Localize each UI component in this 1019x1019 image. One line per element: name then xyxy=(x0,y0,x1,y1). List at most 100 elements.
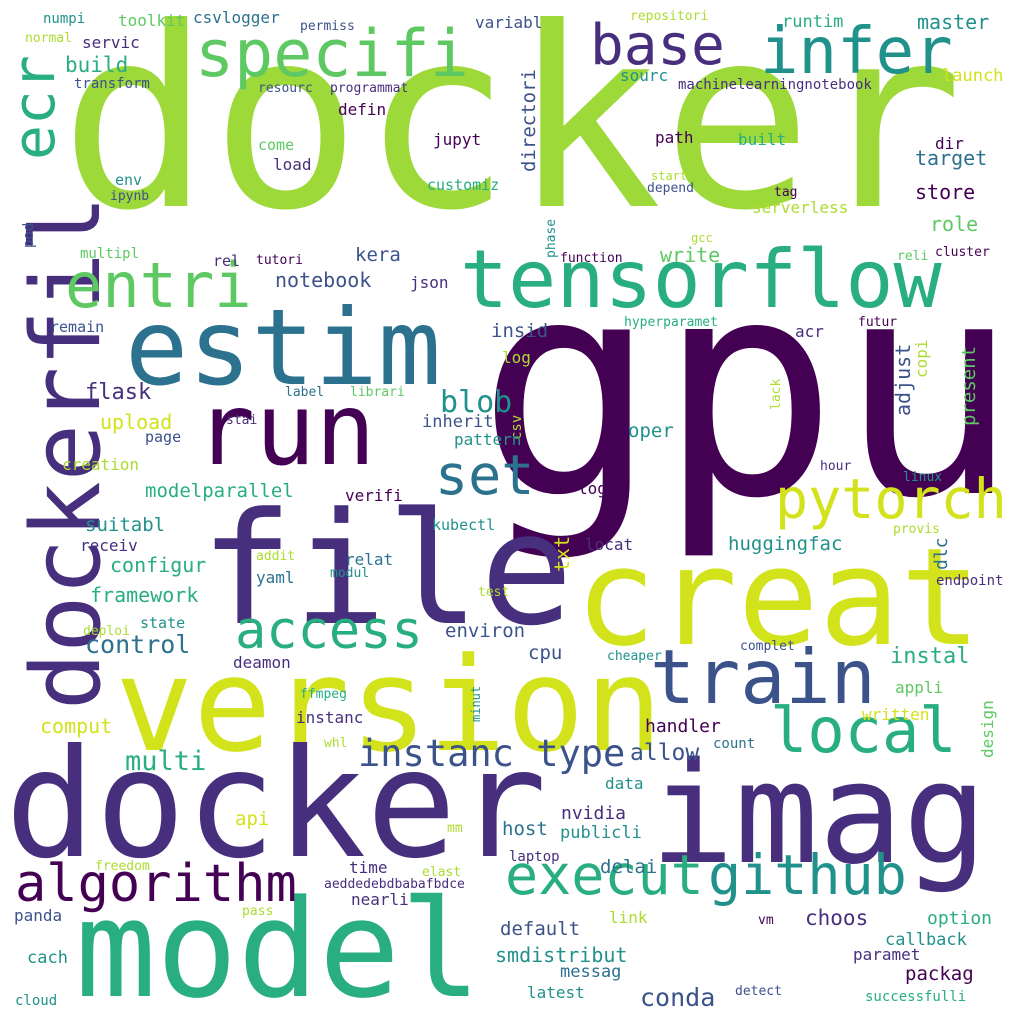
word: test xyxy=(478,585,510,600)
word: cheaper xyxy=(607,649,662,664)
word: delai xyxy=(600,856,658,878)
word: sourc xyxy=(620,66,669,85)
word: local xyxy=(770,694,957,767)
word: allow xyxy=(630,740,700,766)
word: instanc type xyxy=(358,732,626,775)
word: txt xyxy=(550,535,574,572)
word: come xyxy=(258,136,295,154)
word: infer xyxy=(760,15,953,89)
word: specifi xyxy=(195,17,469,92)
word: oper xyxy=(628,420,674,442)
word: built xyxy=(738,130,787,149)
word: appli xyxy=(895,678,944,697)
word: modul xyxy=(330,566,370,581)
word: state xyxy=(140,614,186,632)
word: login xyxy=(578,479,627,498)
word: toolkit xyxy=(118,11,186,30)
word: multipl xyxy=(80,246,140,262)
word: run xyxy=(195,371,376,488)
word: ipynb xyxy=(110,189,150,204)
word: inherit xyxy=(422,412,494,432)
word: option xyxy=(927,908,993,929)
word: creat xyxy=(575,519,982,676)
word: kera xyxy=(355,244,401,266)
word: panda xyxy=(14,906,63,925)
word: master xyxy=(917,10,990,34)
word: transform xyxy=(74,76,150,92)
word: pattern xyxy=(454,430,522,449)
word: count xyxy=(713,736,756,752)
word: path xyxy=(655,128,694,147)
word: default xyxy=(500,918,581,940)
word: provis xyxy=(893,522,940,537)
word: callback xyxy=(885,930,967,950)
word: programmat xyxy=(330,81,409,96)
word: target xyxy=(915,146,988,170)
word: control xyxy=(85,630,191,659)
word: jupyt xyxy=(433,130,482,149)
word: load xyxy=(273,155,312,174)
word: github xyxy=(708,843,907,907)
word: aeddedebdbabafbdce xyxy=(324,877,465,892)
word: docker xyxy=(5,718,547,892)
word: addit xyxy=(256,549,296,564)
word: base xyxy=(590,13,725,78)
word: nvidia xyxy=(561,803,627,824)
word: data xyxy=(605,774,644,793)
word: environ xyxy=(445,620,526,642)
word: huggingfac xyxy=(728,533,843,555)
word: cach xyxy=(27,948,68,968)
word: suitabl xyxy=(85,514,166,536)
word: mm xyxy=(447,821,463,836)
word: hour xyxy=(820,459,852,474)
word: ecr xyxy=(0,55,68,160)
word: rel xyxy=(213,252,241,270)
word: locat xyxy=(585,535,634,554)
word: smdistribut xyxy=(495,943,628,967)
word: instanc xyxy=(296,708,364,727)
word: notebook xyxy=(275,268,372,292)
word: modelparallel xyxy=(145,480,294,502)
word: log xyxy=(502,348,531,367)
word: resourc xyxy=(258,81,313,96)
word: librari xyxy=(350,385,405,400)
word: comput xyxy=(40,714,113,738)
word: cloud xyxy=(15,993,58,1009)
word: dlc xyxy=(931,537,952,570)
word: label xyxy=(285,385,325,400)
word: paramet xyxy=(853,945,921,964)
word: flask xyxy=(85,380,152,405)
word: json xyxy=(410,273,449,292)
word: conda xyxy=(640,983,716,1012)
word: nearli xyxy=(351,890,409,909)
word: role xyxy=(930,212,979,236)
word: model xyxy=(75,871,482,1019)
word: pytorch xyxy=(775,467,1007,531)
word: receiv xyxy=(80,536,138,555)
word: time xyxy=(349,858,388,877)
word: tutori xyxy=(256,253,303,268)
word: docker xyxy=(60,0,964,265)
word: framework xyxy=(90,583,199,607)
word: permiss xyxy=(300,19,355,34)
word: normal xyxy=(25,31,72,46)
word: adjust xyxy=(891,343,915,416)
word: deploi xyxy=(83,624,130,639)
word: env xyxy=(115,171,143,189)
word: build xyxy=(65,53,129,77)
word: directori xyxy=(518,69,540,172)
word: design xyxy=(978,700,997,758)
word: remain xyxy=(50,318,105,336)
word: runtim xyxy=(782,12,844,32)
word: defin xyxy=(338,100,387,119)
word: repositori xyxy=(630,9,709,24)
word: pod xyxy=(21,222,37,248)
word: write xyxy=(660,243,721,267)
word: detect xyxy=(735,984,782,999)
word: gpu xyxy=(477,215,1019,564)
word: complet xyxy=(740,639,795,654)
word: packag xyxy=(905,963,974,985)
word: upload xyxy=(100,410,173,434)
word: customiz xyxy=(427,176,500,194)
